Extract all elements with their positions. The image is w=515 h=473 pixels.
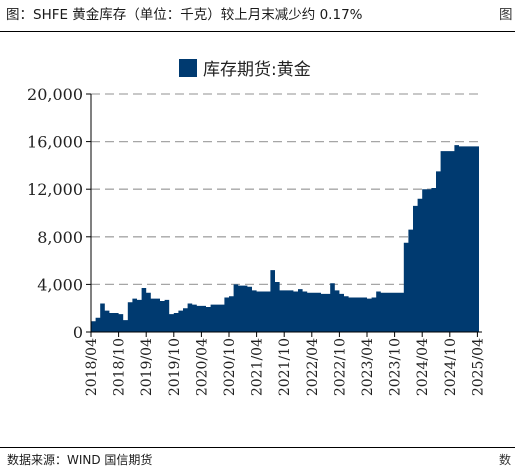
x-tick-label: 2025/04 [470, 338, 486, 396]
x-tick-label: 2024/04 [415, 338, 431, 396]
chart-legend: 库存期货:黄金 [179, 59, 311, 80]
gold-inventory-area [91, 145, 479, 332]
y-tick-label: 8,000 [37, 228, 83, 247]
x-tick-label: 2021/10 [277, 338, 293, 396]
page-corner-mark: 图 [499, 7, 513, 23]
x-tick-label: 2020/10 [222, 338, 238, 396]
legend-label: 库存期货:黄金 [203, 60, 311, 80]
y-tick-label: 0 [73, 323, 83, 342]
y-tick-label: 16,000 [27, 133, 83, 152]
top-rule [0, 31, 515, 32]
x-tick-label: 2018/10 [112, 338, 128, 396]
x-tick-label: 2023/10 [388, 338, 404, 396]
y-tick-labels: 0 4,000 8,000 12,000 16,000 20,000 [27, 85, 83, 342]
x-tick-label: 2020/04 [194, 338, 210, 396]
x-tick-label: 2018/04 [84, 338, 100, 396]
x-tick-label: 2022/10 [332, 338, 348, 396]
data-source: 数据来源：WIND 国信期货 [7, 453, 153, 467]
x-tick-label: 2019/10 [167, 338, 183, 396]
x-tick-label: 2023/04 [360, 338, 376, 396]
y-tick-label: 12,000 [27, 180, 83, 199]
legend-swatch [179, 59, 197, 77]
x-tick-label: 2022/04 [305, 338, 321, 396]
y-tick-label: 20,000 [27, 85, 83, 104]
x-tick-labels: 2018/04 2018/10 2019/04 2019/10 2020/04 2020/… [84, 338, 486, 396]
figure-title: 图：SHFE 黄金库存（单位：千克）较上月末减少约 0.17% [6, 7, 363, 23]
footer-corner-mark: 数 [499, 453, 512, 467]
x-tick-label: 2019/04 [139, 338, 155, 396]
bottom-rule [0, 447, 515, 448]
chart-axes [86, 93, 482, 337]
x-tick-label: 2024/10 [443, 338, 459, 396]
y-tick-label: 4,000 [37, 275, 83, 294]
x-tick-label: 2021/04 [250, 338, 266, 396]
